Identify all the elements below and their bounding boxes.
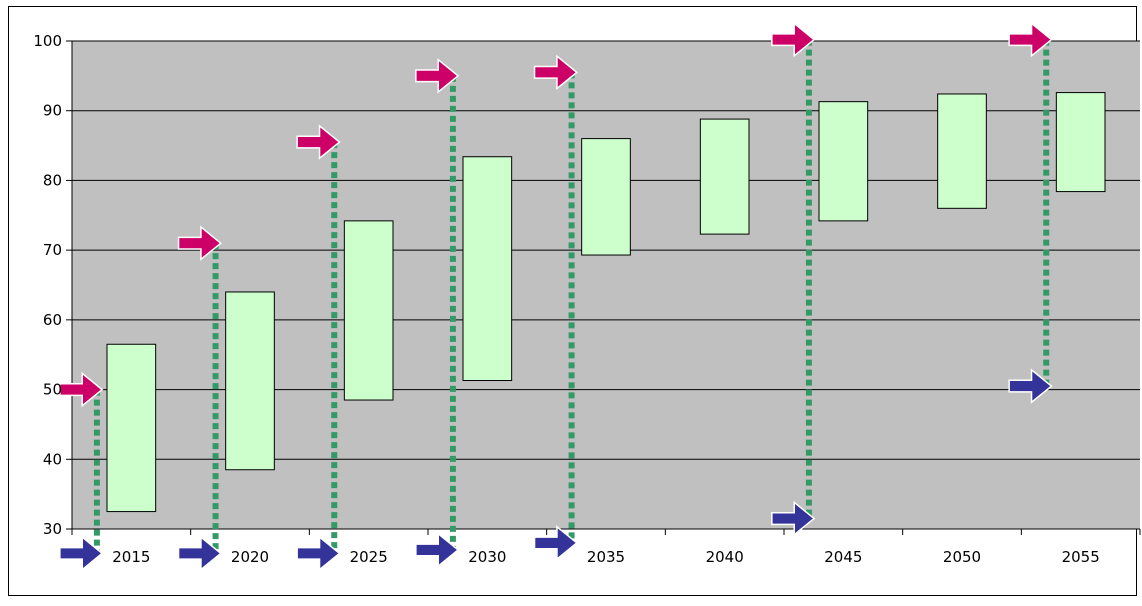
lower-arrow-2035 [533,525,578,561]
upper-arrow-2035 [533,54,578,91]
x-tick-label-2055: 2055 [1062,548,1100,566]
upper-arrow-2025 [296,124,341,160]
upper-arrow-2055 [1008,21,1053,58]
y-tick-label-50: 50 [43,381,62,399]
range-bar-2035 [581,138,631,256]
x-tick-label-2025: 2025 [350,548,388,566]
y-tick-label-30: 30 [43,520,62,538]
x-tick-label-2015: 2015 [112,548,150,566]
upper-arrow-2045 [771,21,816,58]
arrow-markers [59,21,1053,572]
range-bar-2020 [225,291,275,471]
y-tick-label-100: 100 [33,32,62,50]
x-tick-label-2045: 2045 [824,548,862,566]
y-tick-label-90: 90 [43,102,62,120]
y-tick-label-40: 40 [43,450,62,468]
range-bars [106,92,1106,513]
upper-arrow-2015 [59,371,104,408]
range-bar-2045 [818,101,869,222]
range-bar-2055 [1055,92,1106,193]
tick-labels: 30 40 50 60 70 80 90 100 2015 2020 2025 2030 2035 204… [33,32,1099,566]
lower-arrow-2045 [771,500,816,537]
range-bar-2040 [699,118,750,235]
range-bar-2015 [106,343,157,513]
x-tick-label-2035: 2035 [587,548,625,566]
connectors [93,39,1050,554]
range-bar-2030 [462,156,513,382]
x-tick-label-2020: 2020 [231,548,269,566]
lower-arrow-2020 [177,535,222,572]
lower-arrow-2055 [1008,368,1053,404]
lower-arrow-2030 [415,532,460,568]
range-bar-2025 [343,220,394,401]
lower-arrow-2015 [59,535,104,572]
range-bar-2050 [937,93,987,209]
lower-arrow-2025 [296,535,341,572]
x-tick-label-2030: 2030 [468,548,506,566]
y-tick-label-80: 80 [43,171,62,189]
x-tick-label-2040: 2040 [706,548,744,566]
x-tick-label-2050: 2050 [943,548,981,566]
upper-arrow-2020 [177,225,222,261]
y-tick-label-70: 70 [43,241,62,259]
upper-arrow-2030 [415,58,460,94]
y-tick-label-60: 60 [43,311,62,329]
